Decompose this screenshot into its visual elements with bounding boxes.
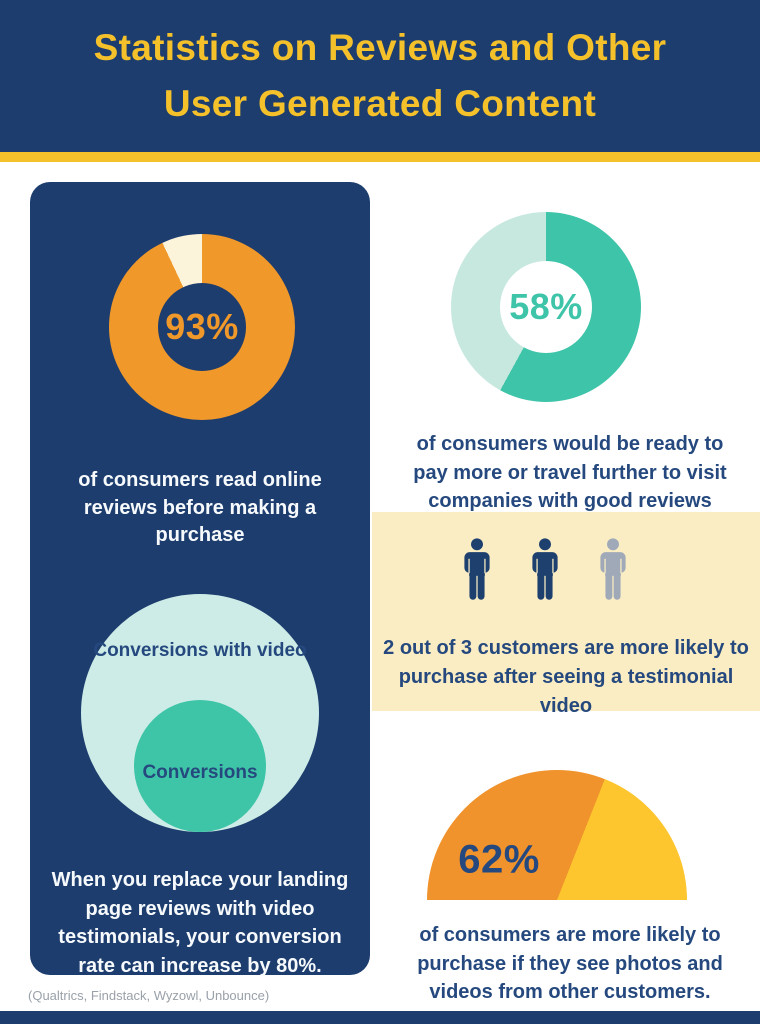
donut-58-value: 58% [509, 286, 583, 327]
page-title-line-2: User Generated Content [163, 83, 597, 124]
donut-chart-58: 58% [451, 212, 641, 402]
caption-testimonial-video: 2 out of 3 customers are more likely to … [383, 637, 749, 717]
donut-58-hole: 58% [500, 261, 592, 353]
gauge-chart-62: 62% [427, 770, 687, 900]
person-icon [464, 538, 490, 600]
testimonial-band: 2 out of 3 customers are more likely to … [372, 512, 760, 717]
sources-footnote: (Qualtrics, Findstack, Wyzowl, Unbounce) [28, 988, 270, 1003]
donut-93-hole: 93% [158, 283, 246, 371]
gauge-62-value: 62% [458, 837, 540, 882]
venn-inner-label: Conversions [142, 762, 258, 783]
yellow-divider [0, 152, 760, 162]
caption-good-reviews: of consumers would be ready to pay more … [413, 433, 727, 512]
page-title-line-1: Statistics on Reviews and Other [93, 27, 667, 68]
person-icon [600, 538, 626, 600]
stat-card: 93% of consumers read online reviews bef… [30, 182, 370, 977]
donut-chart-93: 93% [109, 234, 295, 420]
footer-bar [0, 1011, 760, 1024]
caption-read-reviews: of consumers read online reviews before … [78, 469, 322, 546]
person-icon [532, 538, 558, 600]
caption-video-testimonials: When you replace your landing page revie… [51, 869, 349, 977]
header-band: Statistics on Reviews and Other User Gen… [0, 0, 760, 152]
venn-inner-circle [134, 700, 266, 832]
person-pictogram-row [458, 538, 632, 601]
caption-photos-videos: of consumers are more likely to purchase… [417, 924, 723, 1003]
venn-outer-label: Conversions with video [93, 640, 307, 661]
donut-93-value: 93% [165, 306, 239, 347]
